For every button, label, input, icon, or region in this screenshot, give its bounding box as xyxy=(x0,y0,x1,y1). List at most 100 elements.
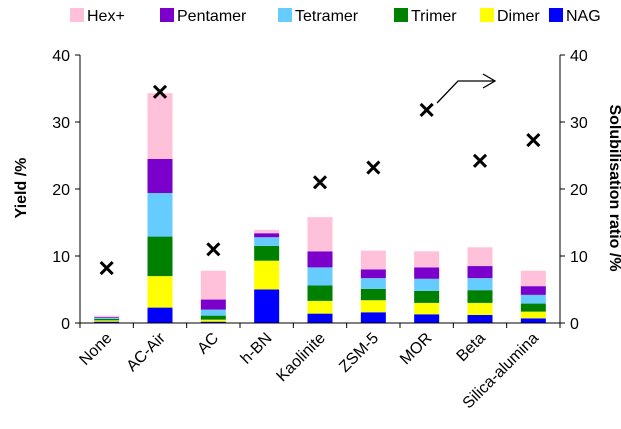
bar-dimer-kaolinite xyxy=(307,300,333,314)
bar-pentamer-ac xyxy=(200,299,226,310)
x-tick-label: Kaolinite xyxy=(273,330,328,385)
y2-tick-label: 10 xyxy=(570,249,588,266)
bar-pentamer-zsm-5 xyxy=(360,269,386,279)
bar-nag-beta xyxy=(467,314,493,323)
legend-item-pentamer: Pentamer xyxy=(160,8,247,25)
bar-hex-none xyxy=(94,315,120,317)
legend-swatch xyxy=(160,8,174,22)
x-marker-ac-air xyxy=(152,84,168,99)
legend-swatch xyxy=(394,8,408,22)
x-marker-beta xyxy=(472,153,488,168)
bar-hex-zsm-5 xyxy=(360,250,386,270)
bar-pentamer-ac-air xyxy=(147,158,173,194)
bar-hex-mor xyxy=(414,251,440,268)
legend-label: NAG xyxy=(566,8,601,25)
bar-trimer-kaolinite xyxy=(307,285,333,301)
y2-axis-title: Solubilisation ratio /% xyxy=(606,104,621,271)
bar-tetramer-ac xyxy=(200,309,226,316)
bar-dimer-silica-alumina xyxy=(520,311,546,319)
x-tick-label: None xyxy=(76,330,115,369)
bar-dimer-ac xyxy=(200,319,226,322)
legend-item-nag: NAG xyxy=(549,8,601,25)
bar-hex-silica-alumina xyxy=(520,270,546,287)
y2-tick-label: 40 xyxy=(570,48,588,65)
bar-pentamer-silica-alumina xyxy=(520,286,546,295)
bar-nag-h-bn xyxy=(254,289,280,323)
arrow-icon xyxy=(436,73,497,104)
bar-hex-beta xyxy=(467,247,493,267)
y2-tick-label: 20 xyxy=(570,182,588,199)
bar-nag-none xyxy=(94,321,120,323)
bar-hex-kaolinite xyxy=(307,217,333,252)
bar-trimer-none xyxy=(94,318,120,321)
bar-tetramer-h-bn xyxy=(254,237,280,246)
bar-dimer-mor xyxy=(414,302,440,315)
bar-trimer-silica-alumina xyxy=(520,303,546,312)
bar-pentamer-mor xyxy=(414,267,440,279)
legend-swatch xyxy=(480,8,494,22)
bar-trimer-beta xyxy=(467,290,493,303)
bar-trimer-h-bn xyxy=(254,245,280,261)
annotation xyxy=(436,73,497,104)
y2-tick-label: 0 xyxy=(570,316,579,333)
x-marker-none xyxy=(99,260,114,276)
bar-tetramer-ac-air xyxy=(147,193,173,237)
legend-label: Trimer xyxy=(411,8,457,25)
y-axis-title: Yield /% xyxy=(13,158,30,219)
y-tick-label: 30 xyxy=(52,115,70,132)
bar-pentamer-beta xyxy=(467,266,493,279)
bar-hex-h-bn xyxy=(254,229,280,234)
bar-trimer-zsm-5 xyxy=(360,288,386,301)
legend-label: Pentamer xyxy=(177,8,247,25)
y-tick-label: 0 xyxy=(61,316,70,333)
bar-dimer-none xyxy=(94,320,120,322)
x-marker-kaolinite xyxy=(312,175,328,190)
y2-tick-label: 30 xyxy=(570,115,588,132)
bar-dimer-h-bn xyxy=(254,260,280,290)
bar-tetramer-none xyxy=(94,317,120,319)
legend-item-hex: Hex+ xyxy=(70,8,125,25)
x-tick-label: Beta xyxy=(454,330,489,365)
bar-tetramer-mor xyxy=(414,278,440,291)
legend: Hex+ Pentamer Tetramer Trimer Dimer NAG xyxy=(70,8,601,25)
legend-label: Tetramer xyxy=(295,8,359,25)
bars xyxy=(94,93,546,323)
y-tick-label: 40 xyxy=(52,48,70,65)
bar-tetramer-beta xyxy=(467,278,493,291)
bar-dimer-ac-air xyxy=(147,276,173,308)
bar-nag-zsm-5 xyxy=(360,312,386,323)
bar-nag-ac-air xyxy=(147,307,173,323)
bar-tetramer-kaolinite xyxy=(307,267,333,286)
bar-tetramer-silica-alumina xyxy=(520,294,546,304)
x-marker-mor xyxy=(419,102,434,118)
bar-nag-silica-alumina xyxy=(520,318,546,323)
bar-dimer-beta xyxy=(467,302,493,315)
legend-swatch xyxy=(70,8,84,22)
legend-swatch xyxy=(278,8,292,22)
bar-trimer-mor xyxy=(414,290,440,303)
bar-trimer-ac-air xyxy=(147,236,173,277)
bar-hex-ac xyxy=(200,270,226,300)
bar-nag-kaolinite xyxy=(307,313,333,323)
x-marker-zsm-5 xyxy=(366,160,381,175)
bar-tetramer-zsm-5 xyxy=(360,278,386,289)
legend-item-trimer: Trimer xyxy=(394,8,457,25)
x-tick-label: AC-Air xyxy=(123,329,169,375)
bar-dimer-zsm-5 xyxy=(360,300,386,313)
legend-item-tetramer: Tetramer xyxy=(278,8,359,25)
x-tick-label: AC xyxy=(194,330,222,358)
bar-hex-ac-air xyxy=(147,93,173,159)
solubilisation-markers xyxy=(99,84,541,276)
bar-pentamer-none xyxy=(94,316,120,318)
bar-pentamer-kaolinite xyxy=(307,251,333,268)
x-tick-label: h-BN xyxy=(238,330,276,368)
y-tick-label: 20 xyxy=(52,182,70,199)
legend-label: Hex+ xyxy=(87,8,125,25)
legend-swatch xyxy=(549,8,563,22)
bar-nag-ac xyxy=(200,321,226,323)
legend-item-dimer: Dimer xyxy=(480,8,540,25)
bar-trimer-ac xyxy=(200,315,226,320)
x-tick-label: MOR xyxy=(397,330,435,368)
bar-nag-mor xyxy=(414,314,440,323)
